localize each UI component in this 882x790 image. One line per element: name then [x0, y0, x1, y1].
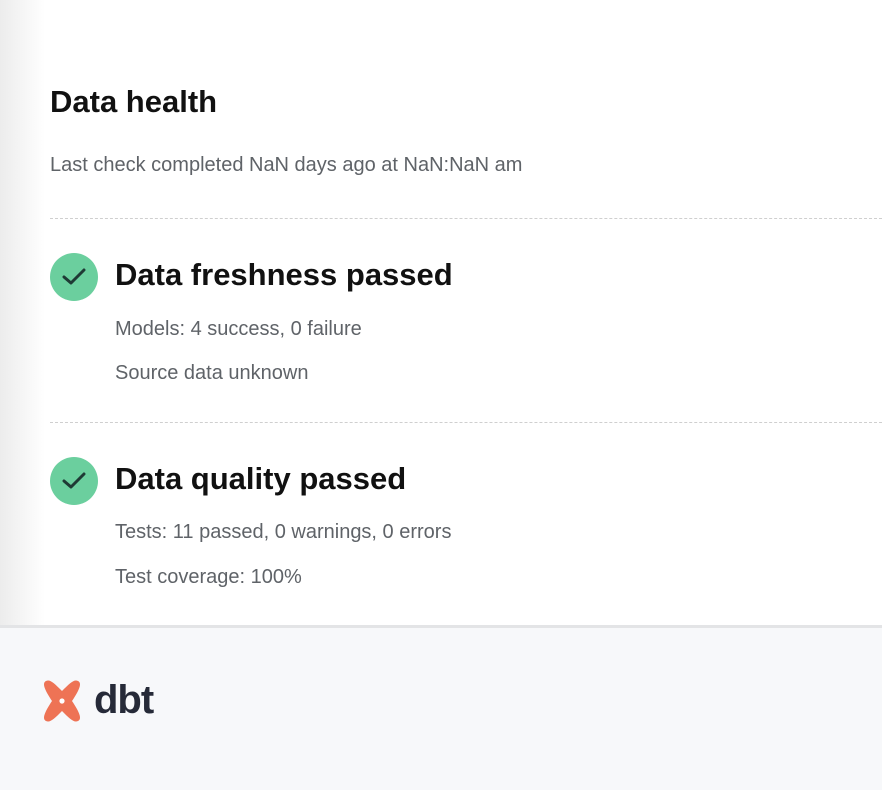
- left-shadow: [0, 0, 45, 626]
- quality-title: Data quality passed: [115, 461, 407, 496]
- check-circle-icon: [50, 253, 98, 301]
- divider: [50, 218, 882, 219]
- page-title: Data health: [50, 84, 218, 119]
- freshness-models: Models: 4 success, 0 failure: [115, 318, 362, 340]
- dbt-logo-icon: [44, 679, 80, 722]
- check-circle-icon: [50, 457, 98, 505]
- last-check-text: Last check completed NaN days ago at NaN…: [50, 154, 523, 176]
- divider: [50, 422, 882, 423]
- footer: [0, 625, 882, 790]
- dbt-logo-text: dbt: [94, 678, 154, 722]
- freshness-source: Source data unknown: [115, 362, 309, 384]
- freshness-title: Data freshness passed: [115, 257, 453, 292]
- quality-coverage: Test coverage: 100%: [115, 566, 302, 588]
- quality-tests: Tests: 11 passed, 0 warnings, 0 errors: [115, 521, 452, 543]
- dbt-logo: dbt: [40, 678, 154, 723]
